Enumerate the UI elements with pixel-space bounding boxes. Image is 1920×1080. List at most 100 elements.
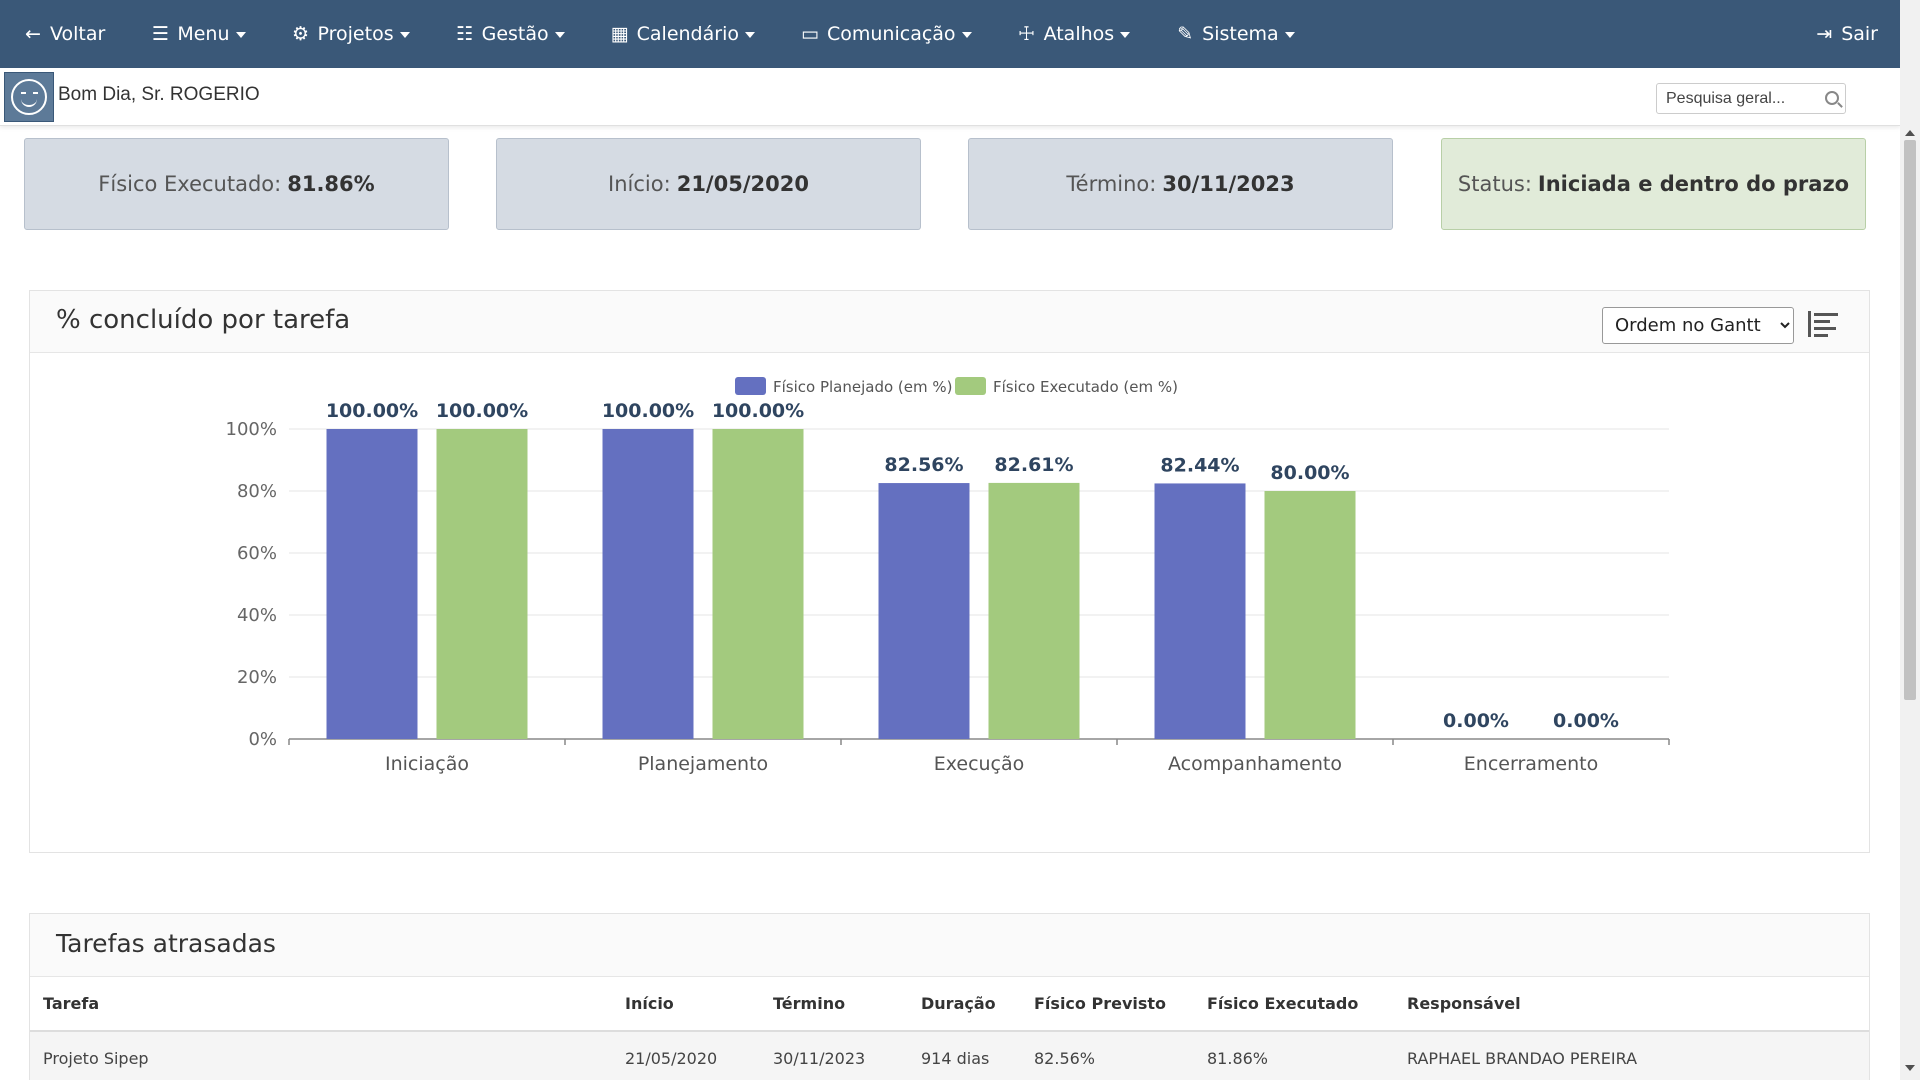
- start-date-label: Início:: [608, 172, 671, 196]
- scroll-down-icon[interactable]: [1905, 1065, 1915, 1071]
- column-header[interactable]: Físico Executado: [1194, 977, 1394, 1032]
- logout-label: Sair: [1841, 23, 1878, 45]
- hamburger-icon: ☰: [151, 23, 169, 45]
- signpost-icon: ☩: [1018, 23, 1036, 45]
- nav-item-voltar[interactable]: ← Voltar: [0, 0, 127, 68]
- table-header-row: Tarefa Início Término Duração Físico Previst…: [30, 977, 1869, 1032]
- search-input[interactable]: [1657, 84, 1807, 113]
- end-date-card: Término: 30/11/2023: [968, 138, 1393, 230]
- align-left-icon-line: [1814, 334, 1828, 337]
- caret-down-icon: [1284, 32, 1295, 38]
- align-left-icon-line: [1814, 327, 1836, 330]
- avatar[interactable]: [4, 72, 54, 122]
- nav-item-label: Atalhos: [1043, 23, 1115, 45]
- projects-icon: ⚙: [291, 23, 310, 45]
- caret-down-icon: [235, 32, 246, 38]
- bar: [1264, 491, 1356, 739]
- scroll-thumb[interactable]: [1904, 140, 1916, 700]
- wrench-icon: ✎: [1177, 23, 1194, 45]
- column-header[interactable]: Físico Previsto: [1021, 977, 1194, 1032]
- user-bar: Bom Dia, Sr. ROGERIO: [0, 68, 1900, 126]
- y-tick-label: 80%: [237, 481, 277, 502]
- top-navbar: ← Voltar ☰ Menu ⚙ Projetos ☷ Gestão ▦ Calendário ▭…: [0, 0, 1900, 68]
- x-tick-label: Encerramento: [1464, 753, 1598, 775]
- calendar-icon: ▦: [610, 23, 629, 45]
- scroll-up-icon[interactable]: [1905, 130, 1915, 136]
- caret-down-icon: [1120, 32, 1131, 38]
- delayed-tasks-title: Tarefas atrasadas: [56, 929, 276, 958]
- x-tick-label: Acompanhamento: [1168, 753, 1342, 775]
- legend-swatch: [735, 377, 766, 395]
- start-date-value: 21/05/2020: [676, 172, 809, 196]
- bar-value-label: 0.00%: [1443, 710, 1509, 732]
- y-tick-label: 100%: [226, 419, 277, 440]
- nav-item-gestao[interactable]: ☷ Gestão: [432, 0, 587, 68]
- y-tick-label: 0%: [248, 729, 277, 750]
- table-cell: 81.86%: [1194, 1031, 1394, 1080]
- bar-chart: 0% 20% 40% 60% 80% 100% Iniciação Planejamento E…: [226, 377, 1670, 775]
- arrow-left-icon: ←: [25, 23, 41, 45]
- nav-item-label: Voltar: [50, 23, 106, 45]
- align-left-icon-line: [1814, 313, 1838, 316]
- status-value: Iniciada e dentro do prazo: [1537, 172, 1850, 196]
- search-icon[interactable]: [1825, 91, 1839, 105]
- y-tick-label: 60%: [237, 543, 277, 564]
- align-left-icon[interactable]: [1808, 311, 1838, 337]
- caret-down-icon: [554, 32, 565, 38]
- table-cell: RAPHAEL BRANDAO PEREIRA: [1394, 1031, 1869, 1080]
- physical-executed-card: Físico Executado: 81.86%: [24, 138, 449, 230]
- checklist-icon: ☷: [456, 23, 474, 45]
- bar-value-label: 100.00%: [326, 400, 418, 422]
- nav-item-calendario[interactable]: ▦ Calendário: [587, 0, 777, 68]
- bar-value-label: 100.00%: [712, 400, 804, 422]
- logout-button[interactable]: ⇥ Sair: [1791, 0, 1900, 68]
- completion-chart-panel: % concluído por tarefa Ordem no Gantt 0%…: [29, 290, 1870, 853]
- bar: [602, 429, 694, 739]
- sign-out-icon: ⇥: [1816, 23, 1833, 45]
- bar-value-label: 80.00%: [1270, 462, 1349, 484]
- bar-value-label: 100.00%: [602, 400, 694, 422]
- order-select[interactable]: Ordem no Gantt: [1602, 307, 1794, 344]
- nav-item-label: Menu: [177, 23, 230, 45]
- bar: [712, 429, 804, 739]
- column-header[interactable]: Tarefa: [30, 977, 612, 1032]
- column-header[interactable]: Duração: [908, 977, 1021, 1032]
- page-scrollbar[interactable]: [1900, 0, 1920, 1080]
- caret-down-icon: [744, 32, 755, 38]
- physical-executed-value: 81.86%: [287, 172, 375, 196]
- bar: [988, 482, 1080, 739]
- column-header[interactable]: Início: [612, 977, 760, 1032]
- bar-value-label: 82.56%: [884, 454, 963, 476]
- nav-item-projetos[interactable]: ⚙ Projetos: [268, 0, 432, 68]
- table-cell: 21/05/2020: [612, 1031, 760, 1080]
- x-tick-label: Execução: [934, 753, 1025, 775]
- column-header[interactable]: Término: [760, 977, 908, 1032]
- nav-item-label: Gestão: [481, 23, 549, 45]
- end-date-label: Término:: [1066, 172, 1157, 196]
- table-cell: 30/11/2023: [760, 1031, 908, 1080]
- nav-item-label: Calendário: [636, 23, 739, 45]
- chart-panel-title: % concluído por tarefa: [56, 305, 351, 335]
- table-row[interactable]: Projeto Sipep 21/05/2020 30/11/2023 914 dia…: [30, 1031, 1869, 1080]
- bar: [326, 429, 418, 739]
- smiley-icon: [11, 79, 47, 115]
- greeting-text: Bom Dia, Sr. ROGERIO: [58, 84, 260, 105]
- bar: [878, 483, 970, 739]
- bar-value-label: 0.00%: [1553, 710, 1619, 732]
- nav-item-menu[interactable]: ☰ Menu: [127, 0, 267, 68]
- align-left-icon-line: [1814, 320, 1830, 323]
- nav-item-comunicacao[interactable]: ▭ Comunicação: [777, 0, 994, 68]
- y-tick-label: 20%: [237, 667, 277, 688]
- bar: [1154, 483, 1246, 739]
- bar-value-label: 100.00%: [436, 400, 528, 422]
- nav-item-atalhos[interactable]: ☩ Atalhos: [994, 0, 1153, 68]
- chart-panel-header: % concluído por tarefa Ordem no Gantt: [30, 291, 1869, 353]
- x-tick-label: Planejamento: [638, 753, 768, 775]
- nav-item-sistema[interactable]: ✎ Sistema: [1152, 0, 1317, 68]
- caret-down-icon: [399, 32, 410, 38]
- column-header[interactable]: Responsável: [1394, 977, 1869, 1032]
- table-cell: Projeto Sipep: [30, 1031, 612, 1080]
- legend-label: Físico Planejado (em %): [773, 378, 953, 396]
- delayed-tasks-header: Tarefas atrasadas: [30, 914, 1869, 977]
- start-date-card: Início: 21/05/2020: [496, 138, 921, 230]
